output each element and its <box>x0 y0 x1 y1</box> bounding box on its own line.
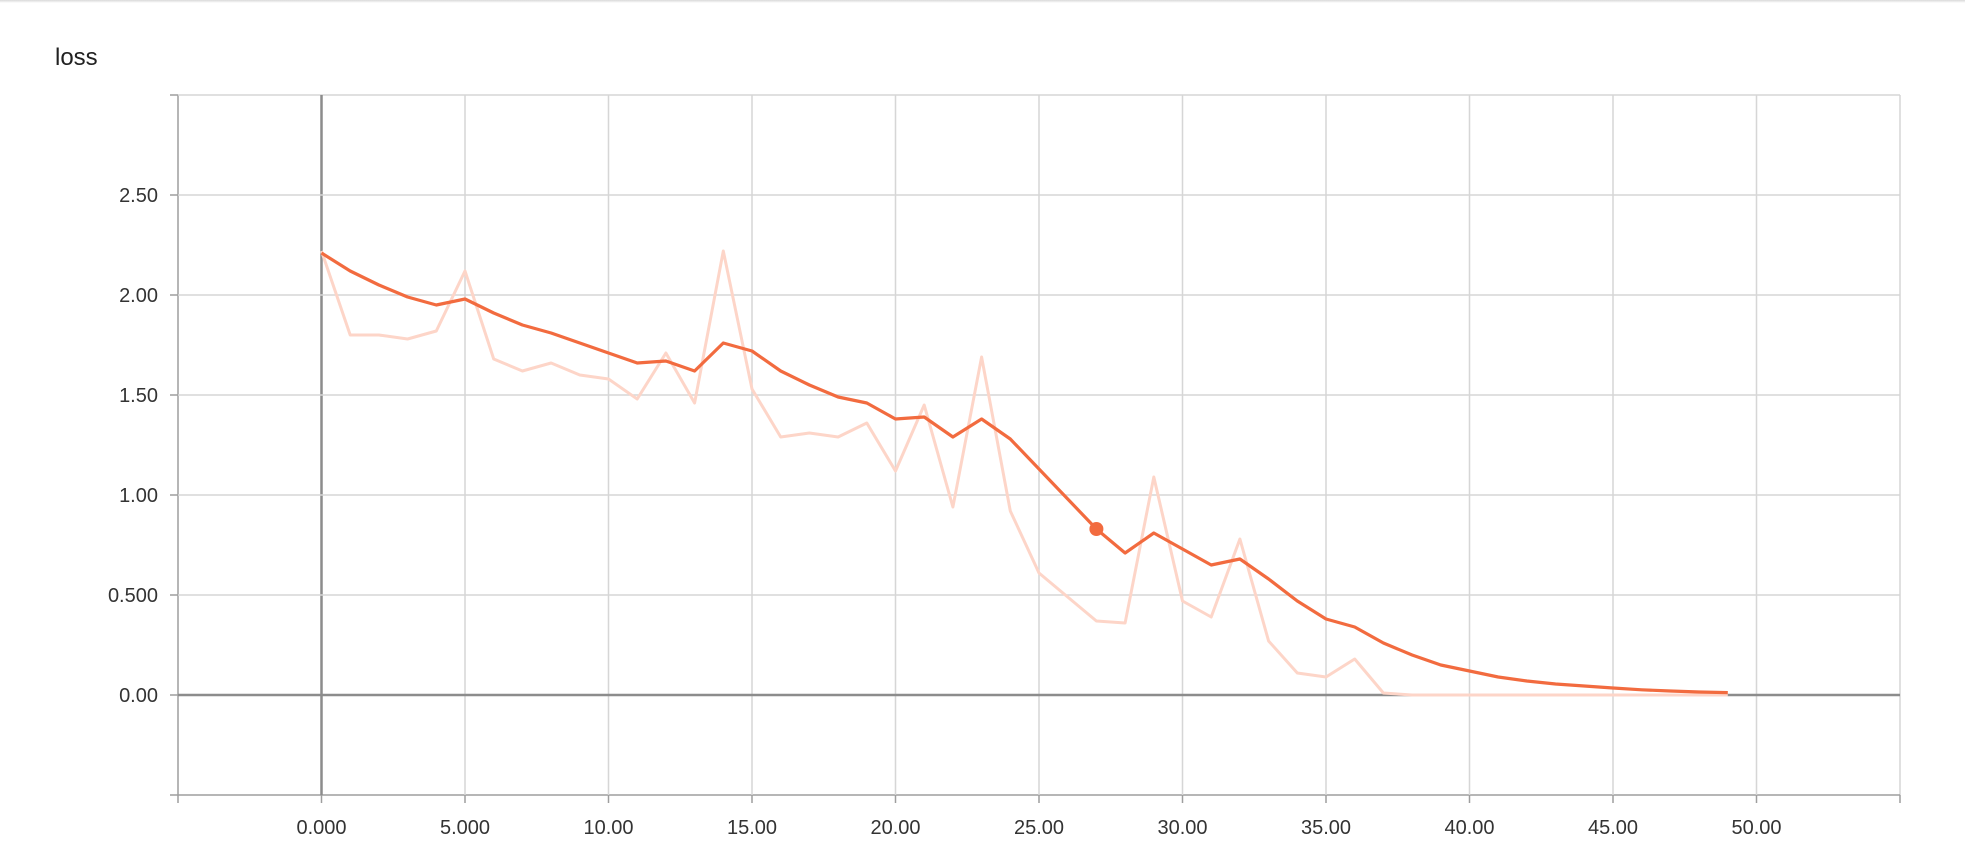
y-tick-label: 0.00 <box>119 685 158 707</box>
smoothed-loss-line <box>320 251 1728 695</box>
x-tick-label: 20.00 <box>870 817 920 839</box>
x-tick-label: 10.00 <box>583 817 633 839</box>
y-tick-label: 2.00 <box>119 285 158 307</box>
x-tick-label: 30.00 <box>1157 817 1207 839</box>
y-tick-label: 2.50 <box>119 185 158 207</box>
x-tick-label: 25.00 <box>1014 817 1064 839</box>
x-tick-label: 35.00 <box>1301 817 1351 839</box>
raw-loss-line <box>320 249 1728 697</box>
x-tick-label: 40.00 <box>1444 817 1494 839</box>
y-tick-label: 0.500 <box>108 585 158 607</box>
x-tick-label: 50.00 <box>1731 817 1781 839</box>
top-shadow <box>0 0 1965 3</box>
x-tick-label: 0.000 <box>296 817 346 839</box>
x-tick-label: 15.00 <box>727 817 777 839</box>
highlight-point <box>1089 522 1104 536</box>
x-tick-label: 5.000 <box>440 817 490 839</box>
x-tick-label: 45.00 <box>1588 817 1638 839</box>
y-tick-label: 1.00 <box>119 485 158 507</box>
chart-title: loss <box>55 44 98 71</box>
y-tick-label: 1.50 <box>119 385 158 407</box>
